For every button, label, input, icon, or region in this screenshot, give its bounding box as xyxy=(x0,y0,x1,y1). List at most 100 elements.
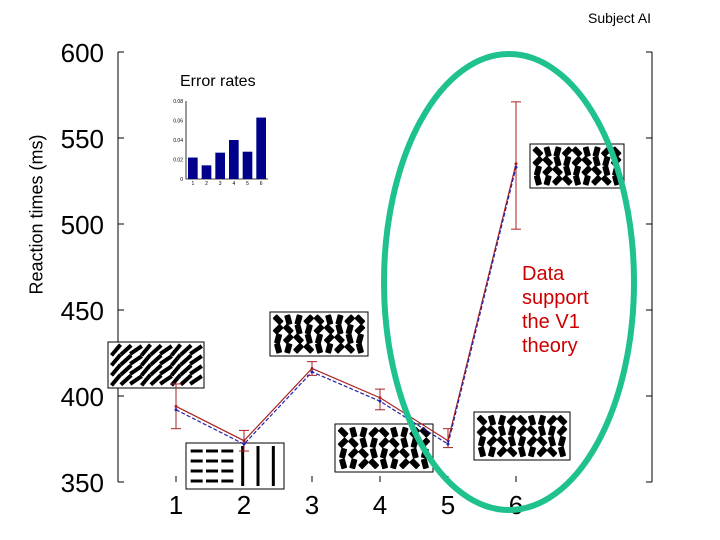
stimulus-blob xyxy=(344,343,355,354)
highlight-ellipse xyxy=(381,51,637,513)
y-tick-label: 550 xyxy=(61,124,104,154)
stimulus-blob xyxy=(601,175,612,186)
stimulus-blob xyxy=(410,447,419,459)
stimulus-blob xyxy=(518,446,526,458)
stimulus-blob xyxy=(399,458,410,469)
stimulus-blob xyxy=(315,342,323,354)
y-tick-label: 350 xyxy=(61,468,104,498)
inset-chart: 0 0.02 0.04 0.06 0.08 1 2 3 4 5 6 xyxy=(173,99,268,187)
stimulus-blob xyxy=(476,415,488,426)
stimulus-blob xyxy=(388,437,400,448)
stimulus-panel xyxy=(334,423,434,473)
data-point xyxy=(174,404,178,408)
stimulus-blob xyxy=(303,343,315,354)
stimulus-blob xyxy=(563,155,572,167)
inset-y-tick-label: 0 xyxy=(180,177,183,183)
stimulus-blob xyxy=(553,155,562,167)
stimulus-blob xyxy=(486,425,498,436)
data-point xyxy=(514,162,518,166)
stimulus-bar xyxy=(129,364,143,376)
inset-bar xyxy=(201,165,212,179)
stimulus-blob xyxy=(274,342,283,354)
stimulus-bar xyxy=(189,374,203,386)
stimulus-bar xyxy=(189,364,203,376)
stimulus-bar xyxy=(129,344,143,356)
stimulus-blob xyxy=(556,425,568,436)
stimulus-blob xyxy=(323,333,335,344)
subject-label: Subject AI xyxy=(588,10,652,26)
stimulus-blob xyxy=(602,165,611,177)
stimulus-panel xyxy=(473,411,571,461)
stimulus-blob xyxy=(581,165,593,176)
stimulus-blob xyxy=(274,333,283,345)
stimulus-bar xyxy=(179,353,193,367)
stimulus-blob xyxy=(339,447,348,459)
stimulus-blob xyxy=(573,174,581,186)
stimulus-blob xyxy=(548,425,556,437)
stimulus-bar xyxy=(159,344,173,356)
stimulus-blob xyxy=(533,165,542,177)
stimulus-bar xyxy=(206,449,218,453)
stimulus-blob xyxy=(478,435,486,447)
inset-x-tick-label: 1 xyxy=(191,181,194,187)
stimulus-blob xyxy=(400,426,409,438)
stimulus-blob xyxy=(496,436,508,447)
stimulus-blob xyxy=(516,415,528,426)
stimulus-blob xyxy=(339,458,348,470)
stimulus-blob xyxy=(571,146,583,157)
stimulus-blob xyxy=(538,425,546,437)
stimulus-blob xyxy=(508,435,516,447)
stimulus-blob xyxy=(345,323,354,335)
stimulus-blob xyxy=(284,314,293,326)
stimulus-bar xyxy=(149,363,163,377)
stimulus-blob xyxy=(518,435,526,447)
stimulus-blob xyxy=(498,414,506,426)
stimulus-blob xyxy=(561,146,573,157)
stimulus-blob xyxy=(476,425,488,436)
stimulus-blob xyxy=(284,342,293,354)
stimulus-blob xyxy=(378,437,390,448)
inset-x-tick-label: 6 xyxy=(260,181,263,187)
x-tick-label: 6 xyxy=(509,490,523,520)
stimulus-blob xyxy=(358,458,369,469)
data-point xyxy=(174,408,178,412)
stimulus-blob xyxy=(304,333,313,345)
stimulus-blob xyxy=(528,446,536,458)
stimulus-bar xyxy=(189,344,203,356)
inset-x-tick-label: 2 xyxy=(205,181,208,187)
stimulus-bar xyxy=(169,353,183,367)
stimulus-bar xyxy=(241,456,245,466)
inset-bar xyxy=(242,151,253,179)
stimulus-blob xyxy=(552,175,563,186)
stimulus-bar xyxy=(256,456,260,466)
stimulus-blob xyxy=(313,314,325,325)
data-point xyxy=(310,366,314,370)
stimulus-blob xyxy=(359,426,368,438)
stimulus-blob xyxy=(571,156,583,167)
stimulus-blob xyxy=(543,146,552,158)
stimulus-panel xyxy=(107,341,205,389)
stimulus-bar xyxy=(139,363,153,377)
stimulus-blob xyxy=(334,343,345,354)
x-tick-label: 4 xyxy=(373,490,387,520)
inset-y-tick-label: 0.02 xyxy=(173,158,183,164)
stimulus-blob xyxy=(354,314,366,325)
stimulus-bar xyxy=(109,353,123,367)
annotation-line: support xyxy=(522,287,589,309)
annotation-line: Data xyxy=(522,263,565,285)
stimulus-bar xyxy=(179,343,193,357)
stimulus-blob xyxy=(409,458,420,469)
stimulus-bar xyxy=(129,374,143,386)
stimulus-bar xyxy=(190,459,203,463)
y-tick-label: 400 xyxy=(61,382,104,412)
inset-y-tick-label: 0.06 xyxy=(173,119,183,125)
stimulus-bar xyxy=(149,343,163,357)
stimulus-panel xyxy=(185,442,285,490)
stimulus-bar xyxy=(221,459,234,463)
y-axis-label: Reaction times (ms) xyxy=(26,134,47,295)
stimulus-blob xyxy=(399,448,410,459)
stimulus-bar xyxy=(271,456,275,466)
stimulus-blob xyxy=(369,437,378,449)
stimulus-blob xyxy=(526,436,538,447)
